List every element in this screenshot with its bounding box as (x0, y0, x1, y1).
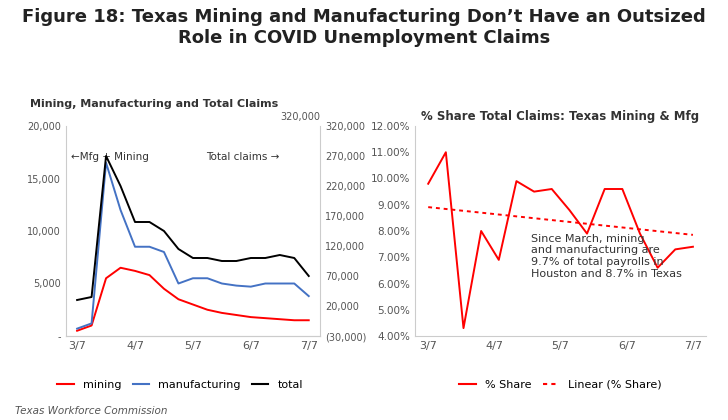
Title: % Share Total Claims: Texas Mining & Mfg: % Share Total Claims: Texas Mining & Mfg (422, 110, 700, 123)
Text: Total claims →: Total claims → (205, 152, 279, 163)
Legend: mining, manufacturing, total: mining, manufacturing, total (53, 375, 307, 394)
Text: 320,000: 320,000 (280, 112, 320, 122)
Legend: % Share, Linear (% Share): % Share, Linear (% Share) (455, 375, 666, 394)
Text: ←Mfg + Mining: ←Mfg + Mining (71, 152, 149, 163)
Text: Figure 18: Texas Mining and Manufacturing Don’t Have an Outsized
Role in COVID U: Figure 18: Texas Mining and Manufacturin… (22, 8, 706, 47)
Text: Texas Workforce Commission: Texas Workforce Commission (15, 406, 167, 416)
Text: Since March, mining
and manufacturing are
9.7% of total payrolls in
Houston and : Since March, mining and manufacturing ar… (531, 234, 682, 278)
Text: Mining, Manufacturing and Total Claims: Mining, Manufacturing and Total Claims (30, 99, 278, 108)
